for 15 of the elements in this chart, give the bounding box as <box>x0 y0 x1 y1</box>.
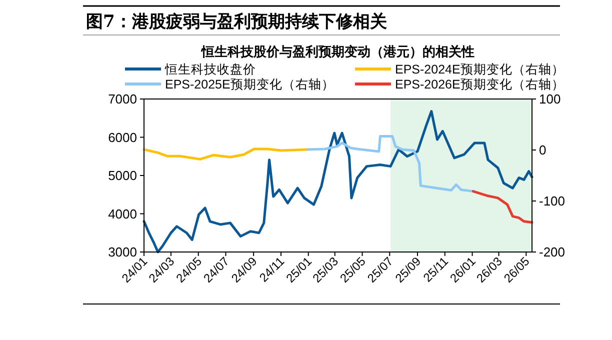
y-tick-label: 6000 <box>108 130 137 145</box>
legend-label: EPS-2025E预期变化（右轴） <box>165 78 334 92</box>
legend-label: EPS-2024E预期变化（右轴） <box>395 62 564 76</box>
legend-label: 恒生科技收盘价 <box>164 62 256 76</box>
chart-title: 图7：港股疲弱与盈利预期持续下修相关 <box>86 12 387 32</box>
chart-subtitle: 恒生科技股价与盈利预期变动（港元）的相关性 <box>200 44 474 60</box>
y-tick-label: 3000 <box>108 244 137 260</box>
y2-tick-label: -200 <box>539 244 566 260</box>
legend-label: EPS-2026E预期变化（右轴） <box>395 78 564 92</box>
y2-tick-label: 100 <box>539 92 561 106</box>
y-tick-label: 5000 <box>108 168 137 183</box>
y-tick-label: 7000 <box>108 92 137 106</box>
y-tick-label: 4000 <box>108 206 137 222</box>
y2-tick-label: 0 <box>539 142 546 158</box>
y2-tick-label: -100 <box>539 194 566 208</box>
